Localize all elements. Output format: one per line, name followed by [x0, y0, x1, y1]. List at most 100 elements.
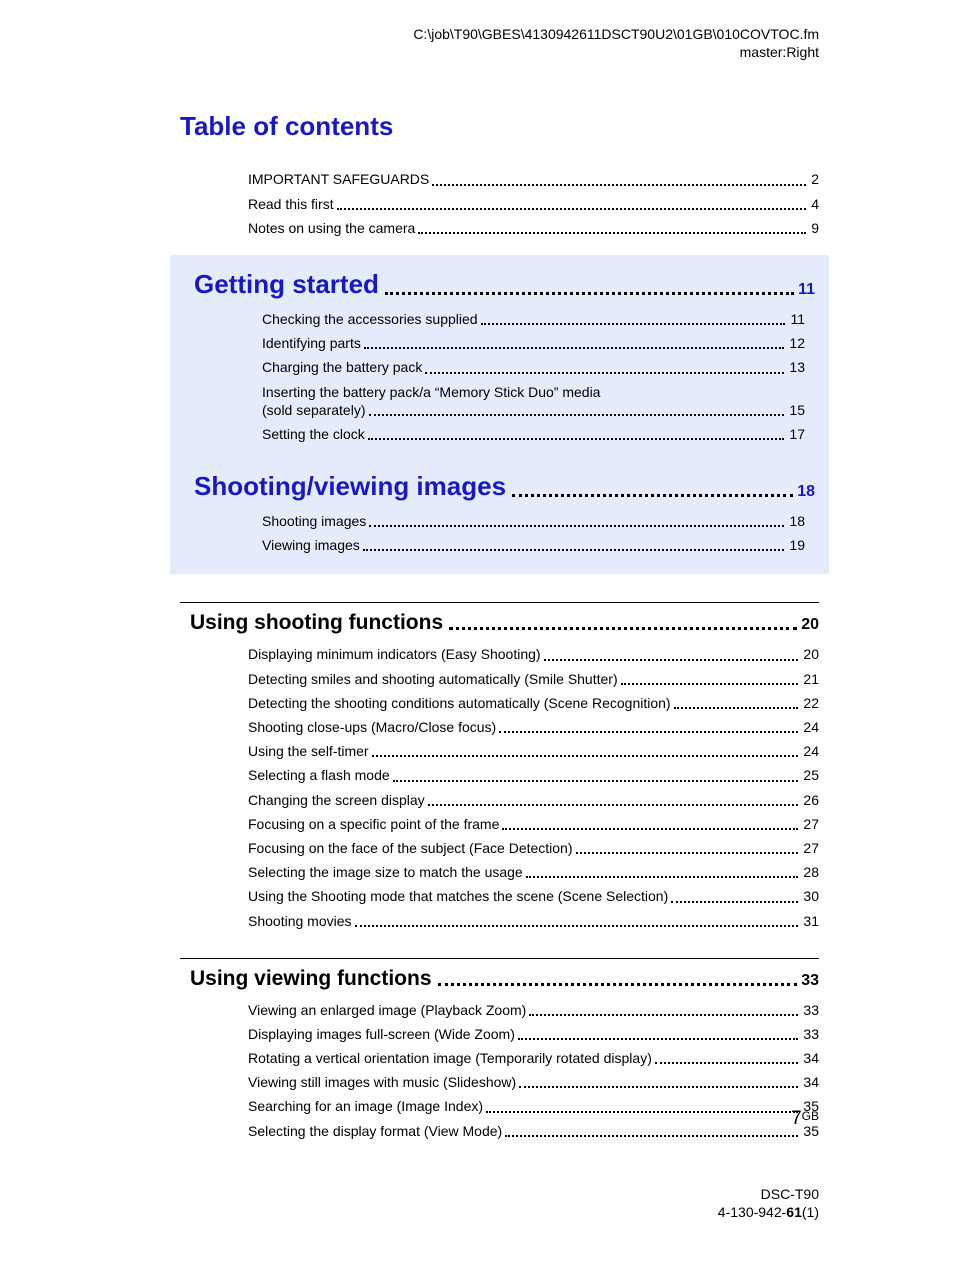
entry-page: 13	[787, 358, 805, 376]
leader-dots	[337, 208, 807, 210]
toc-entry[interactable]: Detecting smiles and shooting automatica…	[248, 670, 819, 688]
footer-code-pre: 4-130-942-	[718, 1204, 787, 1220]
section-entries: Shooting images18 Viewing images 19	[184, 512, 815, 554]
leader-dots	[526, 876, 799, 878]
section-entries: Checking the accessories supplied11 Ident…	[184, 310, 815, 443]
entry-label: Viewing still images with music (Slidesh…	[248, 1073, 516, 1091]
leader-dots	[432, 184, 806, 186]
leader-dots	[364, 347, 785, 349]
leader-dots	[529, 1014, 798, 1016]
leader-dots	[418, 232, 806, 234]
entry-page: 27	[801, 839, 819, 857]
entry-page: 31	[801, 912, 819, 930]
toc-entry[interactable]: Shooting movies31	[248, 912, 819, 930]
section-title: Using viewing functions	[190, 967, 432, 991]
entry-label: Viewing an enlarged image (Playback Zoom…	[248, 1001, 526, 1019]
toc-entry[interactable]: Displaying images full-screen (Wide Zoom…	[248, 1025, 819, 1043]
toc-entry[interactable]: Read this first4	[248, 195, 819, 213]
toc-entry[interactable]: Inserting the battery pack/a “Memory Sti…	[262, 383, 805, 419]
entry-page: 22	[801, 694, 819, 712]
toc-entry[interactable]: Using the Shooting mode that matches the…	[248, 887, 819, 905]
entry-label: Using the Shooting mode that matches the…	[248, 887, 668, 905]
entry-label: Focusing on the face of the subject (Fac…	[248, 839, 573, 857]
entry-page: 18	[787, 512, 805, 530]
toc-entry[interactable]: Viewing still images with music (Slidesh…	[248, 1073, 819, 1091]
toc-entry[interactable]: Using the self-timer24	[248, 742, 819, 760]
leader-dots	[505, 1135, 798, 1137]
toc-entry[interactable]: Selecting the image size to match the us…	[248, 863, 819, 881]
section-page: 33	[801, 972, 819, 991]
entry-page: 33	[801, 1001, 819, 1019]
entry-label: Displaying images full-screen (Wide Zoom…	[248, 1025, 515, 1043]
footer: DSC-T90 4-130-942-61(1)	[718, 1185, 819, 1221]
leader-dots	[674, 707, 799, 709]
entry-label: Selecting a flash mode	[248, 766, 390, 784]
page-num: 7	[791, 1108, 802, 1129]
entry-page: 19	[787, 536, 805, 554]
section-page: 20	[801, 616, 819, 635]
leader-dots	[655, 1062, 799, 1064]
section-page: 18	[797, 483, 815, 502]
toc-entry[interactable]: Searching for an image (Image Index)35	[248, 1097, 819, 1115]
toc-entry[interactable]: Focusing on a specific point of the fram…	[248, 815, 819, 833]
leader-dots	[355, 925, 799, 927]
toc-entry[interactable]: Shooting images18	[262, 512, 805, 530]
entry-label: Setting the clock	[262, 425, 365, 443]
toc-entry[interactable]: Displaying minimum indicators (Easy Shoo…	[248, 645, 819, 663]
entry-label: Viewing images	[262, 536, 360, 554]
entry-page: 12	[787, 334, 805, 352]
entry-page: 25	[801, 766, 819, 784]
leader-dots	[369, 414, 785, 416]
leader-dots	[519, 1086, 798, 1088]
toc-entry[interactable]: Identifying parts 12	[262, 334, 805, 352]
toc-entry[interactable]: Charging the battery pack13	[262, 358, 805, 376]
entry-label: Searching for an image (Image Index)	[248, 1097, 483, 1115]
section-title: Shooting/viewing images	[194, 471, 506, 502]
section-page: 11	[798, 281, 815, 300]
leader-dots	[393, 780, 799, 782]
toc-entry[interactable]: Selecting a flash mode 25	[248, 766, 819, 784]
leader-dots	[486, 1111, 798, 1113]
entry-label: Identifying parts	[262, 334, 361, 352]
section-heading[interactable]: Using viewing functions 33	[180, 958, 819, 991]
leader-dots	[512, 494, 793, 497]
entry-label: Using the self-timer	[248, 742, 369, 760]
leader-dots	[425, 372, 784, 374]
toc-entry[interactable]: Focusing on the face of the subject (Fac…	[248, 839, 819, 857]
file-path: C:\job\T90\GBES\4130942611DSCT90U2\01GB\…	[413, 26, 819, 42]
entry-page: 26	[801, 791, 819, 809]
entry-page: 30	[801, 887, 819, 905]
toc-entry[interactable]: Viewing images 19	[262, 536, 805, 554]
toc-entry[interactable]: Changing the screen display26	[248, 791, 819, 809]
toc-entry[interactable]: Selecting the display format (View Mode)…	[248, 1122, 819, 1140]
page-number: 7GB	[791, 1108, 819, 1130]
entry-page: 24	[801, 718, 819, 736]
entry-page: 34	[801, 1073, 819, 1091]
section-heading[interactable]: Shooting/viewing images 18	[184, 471, 815, 502]
footer-code-bold: 61	[786, 1204, 802, 1220]
section-heading[interactable]: Using shooting functions20	[180, 602, 819, 635]
toc-entry[interactable]: Viewing an enlarged image (Playback Zoom…	[248, 1001, 819, 1019]
toc-entry[interactable]: Checking the accessories supplied11	[262, 310, 805, 328]
toc-entry[interactable]: Rotating a vertical orientation image (T…	[248, 1049, 819, 1067]
entry-label: Checking the accessories supplied	[262, 310, 478, 328]
entry-label: (sold separately)	[262, 401, 366, 419]
leader-dots	[368, 438, 785, 440]
entry-label: Inserting the battery pack/a “Memory Sti…	[262, 383, 805, 401]
entry-label: Notes on using the camera	[248, 219, 415, 237]
section-entries: Viewing an enlarged image (Playback Zoom…	[180, 1001, 819, 1140]
toc-entry[interactable]: IMPORTANT SAFEGUARDS2	[248, 170, 819, 188]
entry-page: 17	[787, 425, 805, 443]
section-heading[interactable]: Getting started11	[184, 269, 815, 300]
entry-page: 21	[801, 670, 819, 688]
entry-page: 27	[801, 815, 819, 833]
toc-entry[interactable]: Setting the clock 17	[262, 425, 805, 443]
entry-page: 33	[801, 1025, 819, 1043]
toc-entry[interactable]: Notes on using the camera9	[248, 219, 819, 237]
toc-entry[interactable]: Shooting close-ups (Macro/Close focus)24	[248, 718, 819, 736]
footer-model: DSC-T90	[761, 1186, 819, 1202]
leader-dots	[544, 659, 799, 661]
header-path: C:\job\T90\GBES\4130942611DSCT90U2\01GB\…	[0, 0, 954, 61]
leader-dots	[621, 683, 799, 685]
toc-entry[interactable]: Detecting the shooting conditions automa…	[248, 694, 819, 712]
